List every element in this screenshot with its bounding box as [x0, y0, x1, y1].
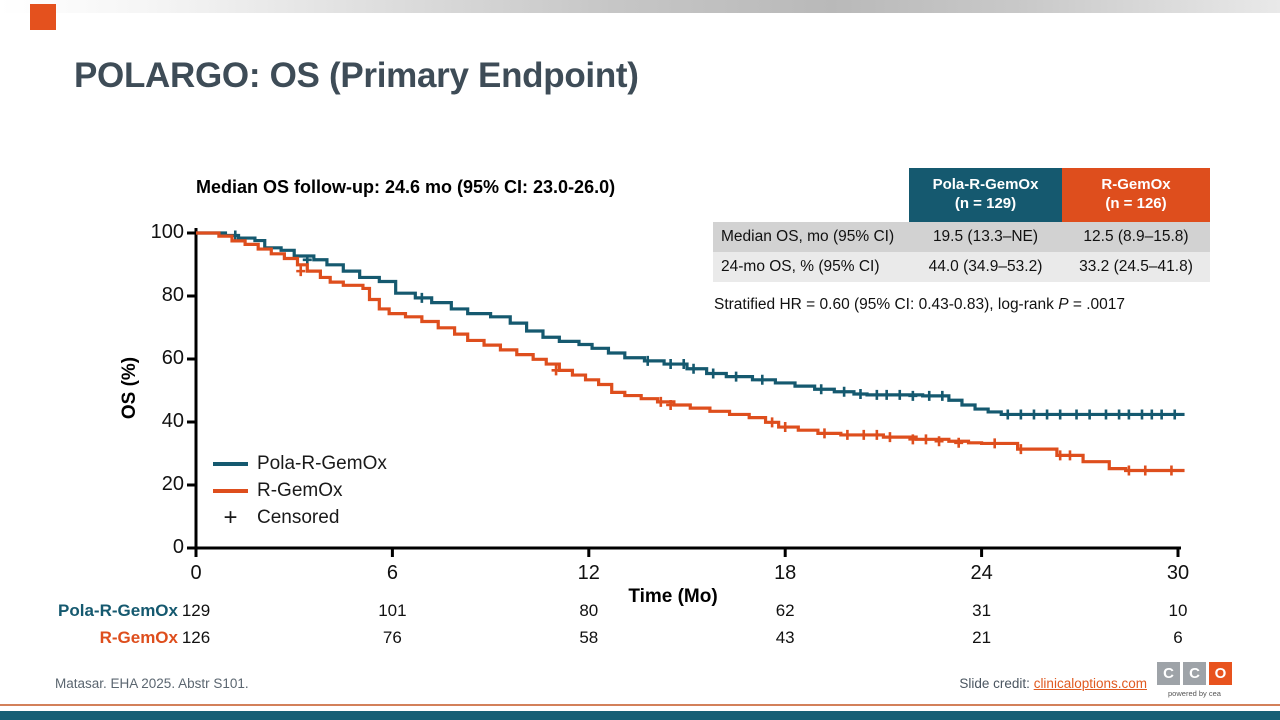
- at-risk-value: 31: [972, 601, 992, 620]
- y-tick-label: 60: [161, 347, 184, 369]
- cco-logo-letter: O: [1209, 662, 1232, 685]
- slide-credit-label: Slide credit:: [959, 676, 1034, 691]
- at-risk-value: 80: [579, 601, 599, 620]
- at-risk-value: 43: [775, 628, 795, 647]
- at-risk-value: 6: [1173, 628, 1183, 647]
- bottom-accent-line: [0, 704, 1280, 706]
- hr-note: Stratified HR = 0.60 (95% CI: 0.43-0.83)…: [714, 296, 1125, 314]
- cco-logo: C C O powered by cea: [1157, 662, 1232, 698]
- cco-logo-squares: C C O: [1157, 662, 1232, 685]
- page-title: POLARGO: OS (Primary Endpoint): [74, 56, 639, 95]
- row-label-24mo-os: 24-mo OS, % (95% CI): [713, 252, 909, 282]
- at-risk-row-label: Pola-R-GemOx: [58, 601, 178, 620]
- bottom-teal-bar: [0, 711, 1280, 720]
- results-col-header-rgemox: R-GemOx (n = 126): [1062, 168, 1210, 222]
- x-tick-label: 30: [1166, 562, 1190, 584]
- legend-item: R-GemOx: [213, 477, 387, 504]
- x-axis-label: Time (Mo): [628, 586, 718, 607]
- cco-logo-tagline: powered by cea: [1168, 689, 1221, 698]
- hr-note-p: P: [1058, 296, 1069, 313]
- y-tick-label: 100: [150, 221, 184, 243]
- x-tick-label: 6: [386, 562, 398, 584]
- y-tick-label: 0: [172, 536, 184, 558]
- legend-label: R-GemOx: [257, 479, 343, 501]
- top-gradient-bar: [0, 0, 1280, 13]
- hr-note-pvalue: = .0017: [1068, 296, 1125, 313]
- results-col-header-pola: Pola-R-GemOx (n = 129): [909, 168, 1062, 222]
- results-table: Pola-R-GemOx (n = 129) R-GemOx (n = 126)…: [713, 168, 1210, 282]
- cco-logo-letter: C: [1157, 662, 1180, 685]
- x-tick-label: 0: [190, 562, 202, 584]
- at-risk-value: 129: [181, 601, 211, 620]
- legend-line-swatch: [213, 488, 248, 493]
- at-risk-row-label: R-GemOx: [99, 628, 178, 647]
- legend-line-swatch: [213, 461, 248, 466]
- at-risk-value: 21: [972, 628, 992, 647]
- os-24mo-rgemox: 33.2 (24.5–41.8): [1062, 252, 1210, 282]
- reference-citation: Matasar. EHA 2025. Abstr S101.: [55, 676, 249, 691]
- col-header-subtitle: (n = 129): [954, 195, 1017, 212]
- os-24mo-pola: 44.0 (34.9–53.2): [909, 252, 1062, 282]
- y-tick-label: 40: [161, 410, 184, 432]
- cco-logo-letter: C: [1183, 662, 1206, 685]
- hr-note-text: Stratified HR = 0.60 (95% CI: 0.43-0.83)…: [714, 296, 1059, 313]
- col-header-title: R-GemOx: [1101, 176, 1171, 194]
- at-risk-value: 76: [382, 628, 402, 647]
- at-risk-value: 126: [181, 628, 211, 647]
- chart-title: Median OS follow-up: 24.6 mo (95% CI: 23…: [196, 177, 616, 197]
- x-tick-label: 12: [577, 562, 600, 584]
- legend-item: Pola-R-GemOx: [213, 450, 387, 477]
- legend-item: + Censored: [213, 504, 387, 531]
- col-header-title: Pola-R-GemOx: [932, 176, 1039, 194]
- results-table-corner: [713, 168, 909, 222]
- at-risk-value: 101: [378, 601, 407, 620]
- median-os-pola: 19.5 (13.3–NE): [909, 222, 1062, 252]
- at-risk-value: 58: [579, 628, 599, 647]
- accent-square: [30, 4, 56, 30]
- slide-credit-link[interactable]: clinicaloptions.com: [1033, 676, 1147, 691]
- at-risk-value: 10: [1168, 601, 1188, 620]
- chart-legend: Pola-R-GemOx R-GemOx + Censored: [213, 450, 387, 531]
- censored-plus-icon: +: [223, 503, 238, 531]
- median-os-rgemox: 12.5 (8.9–15.8): [1062, 222, 1210, 252]
- y-tick-label: 80: [161, 284, 184, 306]
- y-tick-label: 20: [161, 473, 184, 495]
- x-tick-label: 24: [970, 562, 993, 584]
- slide-credit: Slide credit: clinicaloptions.com: [959, 676, 1147, 691]
- at-risk-value: 62: [775, 601, 795, 620]
- row-label-median-os: Median OS, mo (95% CI): [713, 222, 909, 252]
- legend-label: Censored: [257, 506, 340, 528]
- x-tick-label: 18: [774, 562, 797, 584]
- col-header-subtitle: (n = 126): [1105, 195, 1167, 212]
- legend-label: Pola-R-GemOx: [257, 452, 387, 474]
